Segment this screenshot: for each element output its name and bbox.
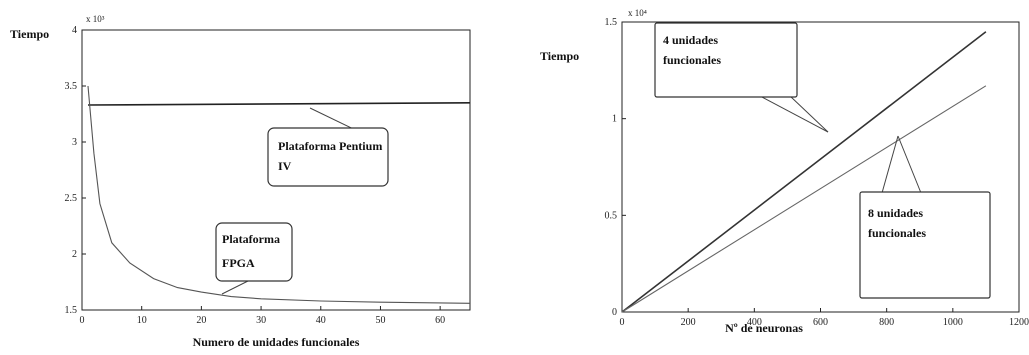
x-tick-label: 400: [747, 317, 762, 328]
x-tick-label: 20: [196, 315, 206, 326]
y-axis-label-right: Tiempo: [540, 49, 579, 63]
x-tick-label: 1000: [943, 317, 963, 328]
x-tick-label: 60: [435, 315, 445, 326]
callout-4-unidades: 4 unidades funcionales: [654, 22, 829, 133]
y-tick-label: 0.5: [605, 210, 618, 221]
x-tick-label: 0: [80, 315, 85, 326]
ticks-left: 0 10 20 30 40 50 60 1.5 2 2.5 3 3.5 4: [65, 25, 446, 326]
callout-fpga-line-2: FPGA: [222, 256, 255, 270]
series-line-1: [87, 102, 471, 106]
chart-right: x 10⁴ Tiempo Nº de neuronas 0 200 400 600 80…: [540, 8, 1029, 335]
series-left: [87, 85, 471, 304]
y-tick-label: 0: [612, 307, 617, 318]
callout-pentium-line-1: Plataforma Pentium: [278, 139, 382, 153]
series-line-2: [621, 85, 987, 313]
y-axis-label-left: Tiempo: [10, 27, 49, 41]
y-tick-label: 2.5: [65, 193, 78, 204]
y-multiplier-right: x 10⁴: [628, 8, 647, 18]
callout-pentium-box: [267, 127, 389, 187]
x-tick-label: 0: [620, 317, 625, 328]
y-tick-label: 2: [72, 249, 77, 260]
x-tick-label: 1200: [1009, 317, 1029, 328]
x-axis-label-left: Numero de unidades funcionales: [193, 335, 360, 349]
y-tick-label: 4: [72, 25, 77, 36]
callout-4-pointer-b: [789, 95, 829, 133]
x-tick-label: 10: [137, 315, 147, 326]
y-tick-label: 3: [72, 137, 77, 148]
callout-4-box: [654, 22, 798, 98]
callout-fpga-line-1: Plataforma: [222, 232, 280, 246]
x-axis-label-right: Nº de neuronas: [725, 321, 803, 335]
callout-8-pointer-b: [897, 135, 922, 194]
y-tick-label: 1: [612, 114, 617, 125]
series-line-2: [87, 85, 471, 304]
callout-4-pointer-a: [759, 95, 829, 133]
x-tick-label: 600: [813, 317, 828, 328]
x-tick-label: 40: [316, 315, 326, 326]
callout-fpga-pointer: [221, 279, 251, 295]
callout-8-box: [859, 191, 991, 299]
callout-4-line-2: funcionales: [663, 53, 721, 67]
callout-8-line-2: funcionales: [868, 226, 926, 240]
callout-fpga: Plataforma FPGA: [215, 222, 293, 295]
callout-fpga-box: [215, 222, 293, 282]
y-tick-label: 1.5: [65, 305, 78, 316]
y-tick-label: 3.5: [65, 81, 78, 92]
callout-8-line-1: 8 unidades: [868, 206, 923, 220]
callout-8-pointer-a: [881, 135, 899, 194]
callout-4-line-1: 4 unidades: [663, 33, 718, 47]
callout-pentium: Plataforma Pentium IV: [267, 107, 389, 187]
chart-left: x 10³ Tiempo Numero de unidades funciona…: [10, 14, 471, 349]
x-tick-label: 50: [375, 315, 385, 326]
series-line-1: [621, 31, 987, 313]
callout-8-unidades: 8 unidades funcionales: [859, 135, 991, 299]
callout-pentium-line-2: IV: [278, 159, 292, 173]
y-multiplier-left: x 10³: [86, 14, 105, 24]
x-tick-label: 200: [681, 317, 696, 328]
ticks-right: 0 200 400 600 800 1000 1200 0 0.5 1 1.5: [605, 17, 1029, 328]
x-tick-label: 800: [879, 317, 894, 328]
plot-area-left: [81, 29, 471, 311]
y-tick-label: 1.5: [605, 17, 618, 28]
series-right: [621, 31, 987, 313]
x-tick-label: 30: [256, 315, 266, 326]
